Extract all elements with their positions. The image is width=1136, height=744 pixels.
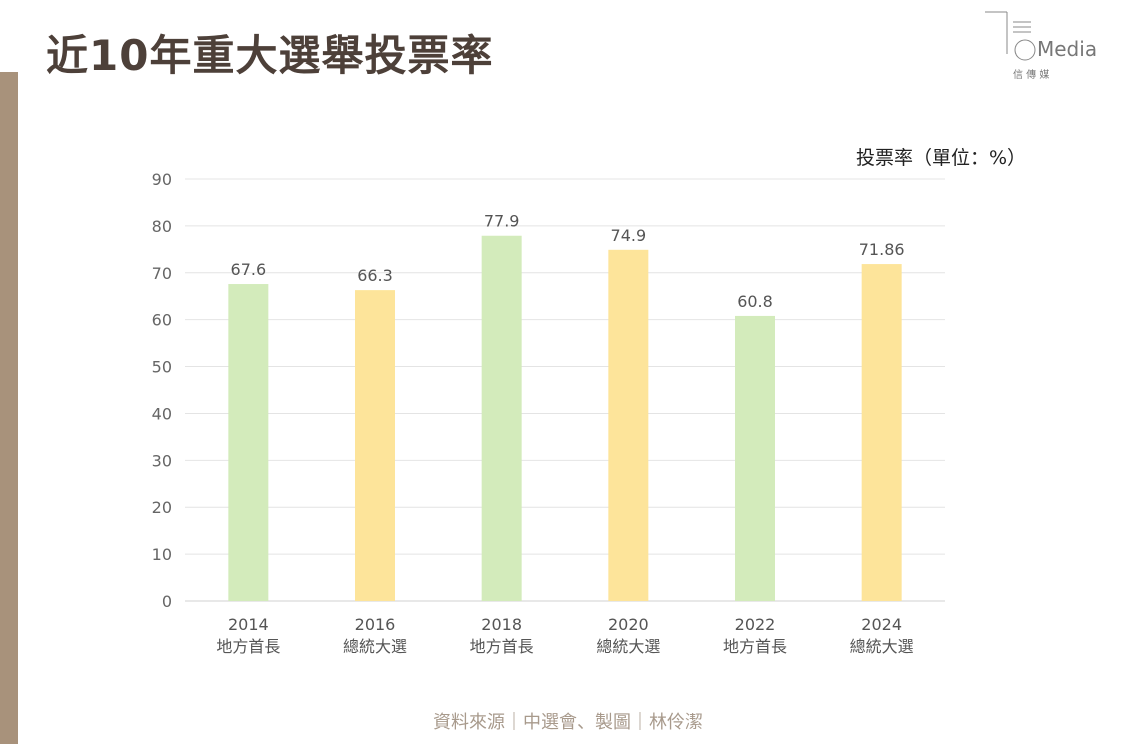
bar bbox=[481, 235, 522, 602]
logo-icon: Media 信 傳 媒 bbox=[985, 11, 1097, 81]
data-label: 60.8 bbox=[737, 292, 773, 311]
y-tick-label: 50 bbox=[152, 358, 172, 377]
x-tick-label: 2024 bbox=[861, 615, 902, 634]
data-label: 77.9 bbox=[484, 212, 520, 231]
data-label: 71.86 bbox=[859, 240, 905, 259]
y-tick-label: 0 bbox=[162, 592, 172, 611]
y-tick-label: 30 bbox=[152, 451, 172, 470]
x-tick-sublabel: 地方首長 bbox=[470, 637, 534, 656]
x-tick-label: 2018 bbox=[481, 615, 522, 634]
bar bbox=[608, 249, 649, 601]
bar bbox=[735, 315, 775, 601]
y-tick-label: 20 bbox=[152, 498, 172, 517]
x-tick-sublabel: 總統大選 bbox=[596, 637, 660, 656]
y-tick-label: 10 bbox=[152, 545, 172, 564]
x-tick-label: 2020 bbox=[608, 615, 649, 634]
y-tick-label: 70 bbox=[152, 264, 172, 283]
y-tick-label: 90 bbox=[152, 170, 172, 189]
y-tick-label: 40 bbox=[152, 404, 172, 423]
x-tick-label: 2016 bbox=[355, 615, 396, 634]
data-label: 66.3 bbox=[357, 266, 393, 285]
x-tick-sublabel: 地方首長 bbox=[723, 637, 787, 656]
media-logo: Media 信 傳 媒 bbox=[985, 8, 1115, 83]
x-tick-label: 2022 bbox=[735, 615, 776, 634]
bar bbox=[228, 284, 269, 601]
x-tick-label: 2014 bbox=[228, 615, 269, 634]
y-unit-label: 投票率（單位：%） bbox=[856, 147, 1027, 169]
logo-text: Media bbox=[1037, 37, 1097, 61]
page-title: 近10年重大選舉投票率 bbox=[46, 31, 494, 80]
y-tick-label: 80 bbox=[152, 217, 172, 236]
source-credit: 資料來源｜中選會、製圖｜林伶潔 bbox=[433, 712, 703, 733]
bar bbox=[355, 290, 395, 601]
side-accent-bar bbox=[0, 72, 18, 744]
logo-subtext: 信 傳 媒 bbox=[1013, 68, 1049, 81]
bar bbox=[861, 264, 902, 601]
data-label: 67.6 bbox=[231, 260, 267, 279]
y-tick-label: 60 bbox=[152, 311, 172, 330]
x-tick-sublabel: 總統大選 bbox=[850, 637, 914, 656]
x-tick-sublabel: 總統大選 bbox=[343, 637, 407, 656]
x-tick-sublabel: 地方首長 bbox=[216, 637, 280, 656]
data-label: 74.9 bbox=[611, 226, 647, 245]
